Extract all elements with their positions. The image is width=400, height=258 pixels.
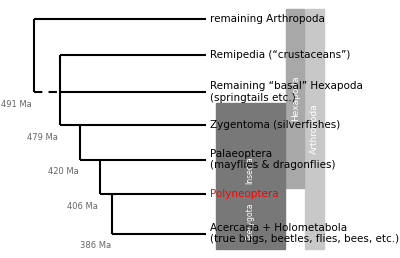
Bar — [305, 9, 324, 249]
Text: Acercaria + Holometabola
(true bugs, beetles, flies, bees, etc.): Acercaria + Holometabola (true bugs, bee… — [210, 223, 399, 244]
Text: 386 Ma: 386 Ma — [80, 241, 111, 250]
Text: Polyneoptera: Polyneoptera — [210, 189, 279, 199]
Text: 479 Ma: 479 Ma — [27, 133, 58, 142]
Text: Zygentoma (silverfishes): Zygentoma (silverfishes) — [210, 120, 340, 130]
Text: Pterygota: Pterygota — [246, 202, 255, 240]
Text: Hexapoda: Hexapoda — [291, 76, 300, 121]
Text: 406 Ma: 406 Ma — [68, 202, 98, 211]
Text: 420 Ma: 420 Ma — [48, 167, 78, 176]
Text: Remipedia (“crustaceans”): Remipedia (“crustaceans”) — [210, 50, 350, 60]
Text: 491 Ma: 491 Ma — [1, 100, 32, 109]
Text: remaining Arthropoda: remaining Arthropoda — [210, 14, 325, 24]
Bar — [286, 9, 304, 188]
Text: Insecta: Insecta — [246, 156, 255, 184]
Text: Palaeoptera
(mayflies & dragonflies): Palaeoptera (mayflies & dragonflies) — [210, 149, 336, 171]
Bar — [216, 103, 285, 249]
Text: Remaining “basal” Hexapoda
(springtails etc.): Remaining “basal” Hexapoda (springtails … — [210, 81, 363, 103]
Text: Arthropoda: Arthropoda — [310, 104, 319, 154]
